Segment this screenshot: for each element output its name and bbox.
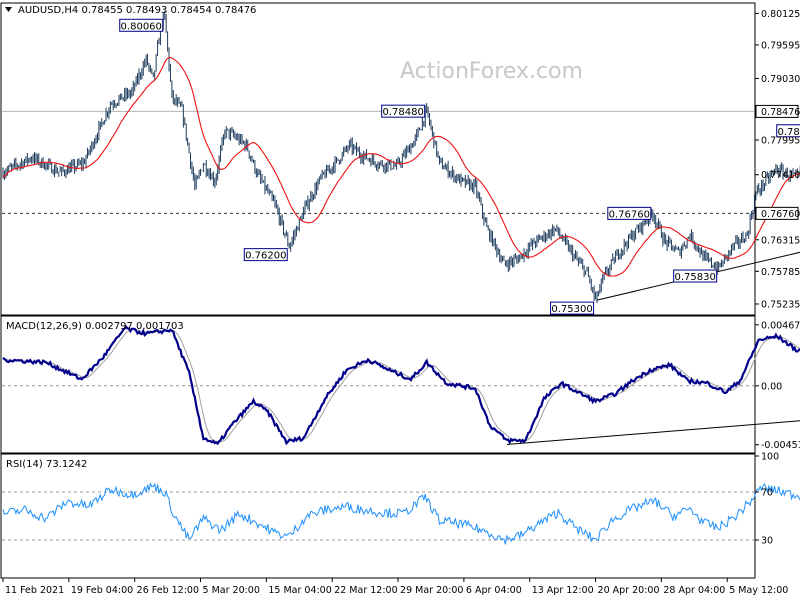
price-y-tick-label: 0.78476	[761, 107, 800, 118]
price-annotation-label: 0.78150	[778, 127, 800, 138]
macd-panel-frame	[0, 315, 756, 454]
price-ma	[2, 56, 800, 277]
price-y-tick-label: 0.79030	[761, 74, 800, 85]
macd-signal-line	[2, 328, 800, 443]
time-tick-label: 5 Mar 20:00	[203, 585, 260, 596]
macd-y-tick-label: 0.004677	[761, 320, 800, 331]
rsi-panel-frame	[0, 453, 756, 579]
macd-trendline	[506, 420, 800, 445]
price-y-tick-label: 0.77995	[761, 135, 800, 146]
rsi-line	[2, 482, 800, 545]
price-y-tick-label: 0.76315	[761, 235, 800, 246]
time-tick-label: 20 Apr 20:00	[598, 585, 660, 596]
panel-marker-icon	[5, 7, 12, 12]
price-annotation-label: 0.76200	[245, 251, 286, 262]
price-y-tick-label: 0.79595	[761, 40, 800, 51]
time-tick-label: 19 Feb 04:00	[71, 585, 133, 596]
price-annotations: 0.80060 0.78480 0.78150 0.76760 0.76200 0.758…	[119, 18, 800, 315]
price-candles	[2, 10, 800, 304]
price-annotation-label: 0.78480	[382, 107, 423, 118]
rsi-panel-title: RSI(14) 73.1242	[6, 459, 87, 470]
time-axis: 11 Feb 2021 19 Feb 04:00 26 Feb 12:00 5 Mar…	[2, 578, 788, 596]
price-panel-frame	[0, 2, 756, 316]
price-panel-title: AUDUSD,H4 0.78455 0.78493 0.78454 0.7847…	[18, 5, 256, 16]
macd-main-line	[2, 325, 800, 446]
price-y-tick-label: 0.75785	[761, 267, 800, 278]
moving-average-line	[2, 56, 800, 277]
time-tick-label: 26 Feb 12:00	[137, 585, 199, 596]
macd-y-tick-label: -0.004519	[761, 440, 800, 451]
time-tick-label: 5 May 12:00	[729, 585, 788, 596]
price-annotation-box	[381, 104, 426, 118]
watermark: ActionForex.com	[400, 59, 583, 84]
time-tick-label: 13 Apr 12:00	[532, 585, 594, 596]
rsi-y-axis: 100 70 30	[755, 452, 779, 547]
price-y-highlight-box	[755, 206, 799, 220]
price-annotation-box	[550, 301, 595, 315]
time-tick-label: 28 Apr 04:00	[663, 585, 725, 596]
price-annotation-label: 0.75300	[551, 304, 592, 315]
macd-panel-title: MACD(12,26,9) 0.002797 0.001703	[6, 321, 184, 332]
price-y-highlight-box	[755, 104, 799, 118]
price-y-tick-label: 0.76760	[761, 209, 800, 220]
price-annotation-label: 0.75830	[674, 272, 715, 283]
price-y-tick-label: 0.75235	[761, 299, 800, 310]
price-y-tick-label: 0.80125	[761, 9, 800, 20]
price-annotation-label: 0.76760	[609, 209, 650, 220]
time-tick-label: 29 Mar 20:00	[400, 585, 463, 596]
price-y-tick-label: 0.77410	[761, 170, 800, 181]
price-annotation-box	[119, 18, 164, 32]
price-annotation-label: 0.80060	[121, 21, 162, 32]
price-y-axis: 0.80125 0.79595 0.79030 0.78476 0.77995 0.774…	[755, 9, 800, 310]
time-tick-label: 15 Mar 04:00	[268, 585, 331, 596]
price-annotation-box	[243, 248, 288, 262]
rsi-y-tick-label: 100	[761, 452, 779, 463]
macd-lines	[2, 325, 800, 446]
price-annotation-box	[607, 206, 652, 220]
time-tick-label: 22 Mar 12:00	[334, 585, 397, 596]
rsi-y-tick-label: 30	[761, 536, 773, 547]
rsi-grid	[2, 491, 754, 541]
rsi-y-tick-label: 70	[761, 488, 773, 499]
macd-y-axis: 0.004677 0.00 -0.004519	[755, 320, 800, 451]
price-annotation-box	[776, 124, 800, 138]
price-annotation-box	[673, 269, 718, 283]
macd-y-tick-label: 0.00	[761, 381, 782, 392]
time-tick-label: 6 Apr 04:00	[466, 585, 522, 596]
rsi-line	[2, 482, 800, 545]
macd-trendline	[506, 420, 800, 445]
time-tick-label: 11 Feb 2021	[5, 585, 64, 596]
